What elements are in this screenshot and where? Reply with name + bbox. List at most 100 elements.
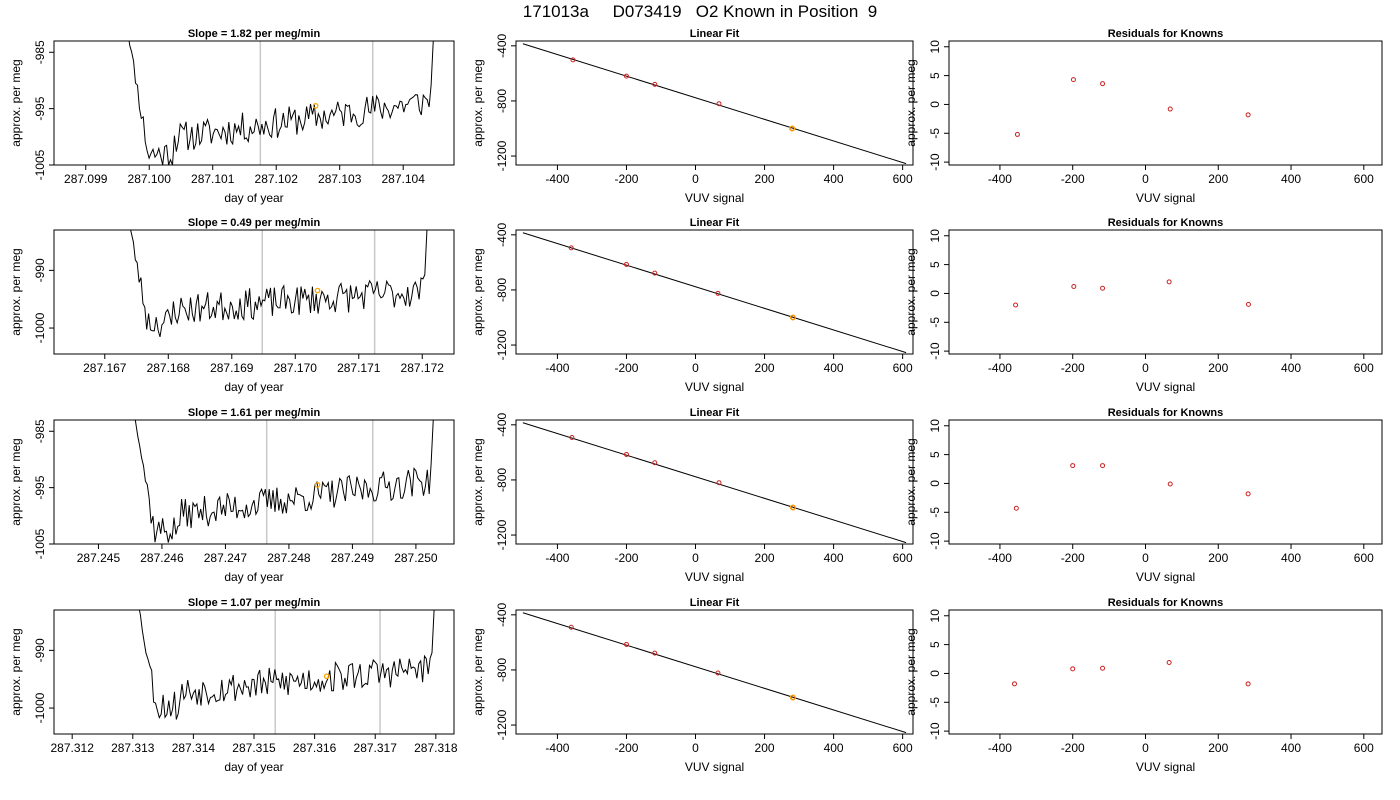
y-tick-label: -1000 [33,692,47,723]
y-tick-label: -10 [928,532,942,550]
plot-area [134,420,434,544]
x-tick-label: 400 [1281,361,1301,375]
y-axis-label: approx. per meg [471,59,485,146]
y-tick-label: 5 [928,72,942,79]
chart-panel: Linear Fit -400 -200 0 200 400 600 -400 -800 -120… [471,407,914,584]
x-tick-label: 0 [692,741,699,755]
y-tick-label: -990 [33,258,47,282]
x-tick-label: 600 [893,551,913,565]
y-tick-label: -10 [928,342,942,360]
x-tick-label: 0 [692,551,699,565]
chart-panel: Slope = 1.82 per meg/min 287.099 287.100 28… [9,28,455,205]
x-tick-label: 287.171 [337,361,381,375]
highlight-point [314,481,321,488]
data-point [1245,491,1251,497]
plot-frame [53,419,455,545]
data-point [1014,131,1020,137]
x-tick-label: 200 [1208,361,1228,375]
y-tick-label: 10 [928,229,942,243]
x-tick-label: 287.168 [147,361,191,375]
data-point [1245,681,1251,687]
plot-frame [53,40,455,166]
x-tick-label: 0 [692,172,699,186]
plot-frame [515,609,914,735]
fit-line [522,422,907,544]
x-tick-label: 287.100 [128,172,172,186]
x-tick-label: 0 [1142,741,1149,755]
x-tick-label: 287.316 [293,741,337,755]
x-tick-label: 0 [1142,361,1149,375]
chart-panel: Linear Fit -400 -200 0 200 400 600 -400 -800 -120… [471,28,914,205]
y-tick-label: 0 [928,290,942,297]
y-axis-label: approx. per meg [904,438,918,525]
x-tick-label: 287.101 [191,172,235,186]
data-point [1100,665,1106,671]
y-axis-label: approx. per meg [9,628,23,715]
chart-title: Residuals for Knowns [1108,28,1224,40]
chart-panel: Linear Fit -400 -200 0 200 400 600 -400 -800 -120… [471,217,914,394]
x-tick-label: 600 [1354,172,1374,186]
chart-title: Residuals for Knowns [1108,407,1224,419]
x-tick-label: 200 [1208,551,1228,565]
y-tick-label: -400 [495,602,509,626]
data-trace [138,610,435,720]
x-tick-label: 400 [1281,172,1301,186]
x-tick-label: 287.247 [204,551,248,565]
y-tick-label: 5 [928,641,942,648]
chart-title: Slope = 1.07 per meg/min [188,597,321,609]
y-tick-label: -1200 [495,709,509,740]
chart-title: Residuals for Knowns [1108,597,1224,609]
x-tick-label: 287.104 [382,172,426,186]
y-axis-label: approx. per meg [904,628,918,715]
fit-line [522,43,907,165]
data-point [715,670,721,676]
plot-frame [948,419,1383,545]
chart-panel: Linear Fit -400 -200 0 200 400 600 -400 -800 -120… [471,597,914,774]
highlight-point [789,314,796,321]
x-tick-label: 200 [755,741,775,755]
data-point [1167,106,1173,112]
data-point [1013,505,1019,511]
data-point [623,261,629,267]
plot-area [128,41,434,165]
chart-title: Slope = 1.82 per meg/min [188,28,321,40]
x-tick-label: 287.170 [274,361,318,375]
x-tick-label: 600 [1354,361,1374,375]
x-tick-label: 0 [1142,172,1149,186]
data-trace [128,41,434,165]
x-tick-label: 600 [893,361,913,375]
chart-panel: Slope = 1.61 per meg/min 287.245 287.246 28… [9,407,455,584]
x-tick-label: 287.317 [354,741,398,755]
y-tick-label: -800 [495,658,509,682]
plot-frame [515,229,914,355]
x-tick-label: -400 [988,551,1012,565]
x-tick-label: 287.245 [77,551,121,565]
fit-line [522,232,907,354]
y-tick-label: 0 [928,101,942,108]
data-point [715,290,721,296]
x-tick-label: 600 [893,172,913,186]
x-tick-label: -400 [545,172,569,186]
x-tick-label: -200 [1061,741,1085,755]
y-tick-label: -1200 [495,140,509,171]
chart-title: Linear Fit [690,28,740,40]
x-tick-label: 400 [824,172,844,186]
x-tick-label: -200 [1061,172,1085,186]
data-point [1100,285,1106,291]
highlight-point [323,673,330,680]
plot-area [522,232,907,354]
plot-area [1013,463,1251,511]
y-tick-label: 0 [928,670,942,677]
y-tick-label: -995 [33,475,47,499]
data-point [1166,279,1172,285]
y-tick-label: -5 [928,507,942,518]
y-tick-label: -400 [495,222,509,246]
y-tick-label: -995 [33,96,47,120]
data-point [1245,112,1251,118]
x-axis-label: VUV signal [685,570,744,584]
data-point [568,624,574,630]
y-tick-label: 5 [928,451,942,458]
x-tick-label: 600 [1354,741,1374,755]
y-tick-label: -400 [495,33,509,57]
